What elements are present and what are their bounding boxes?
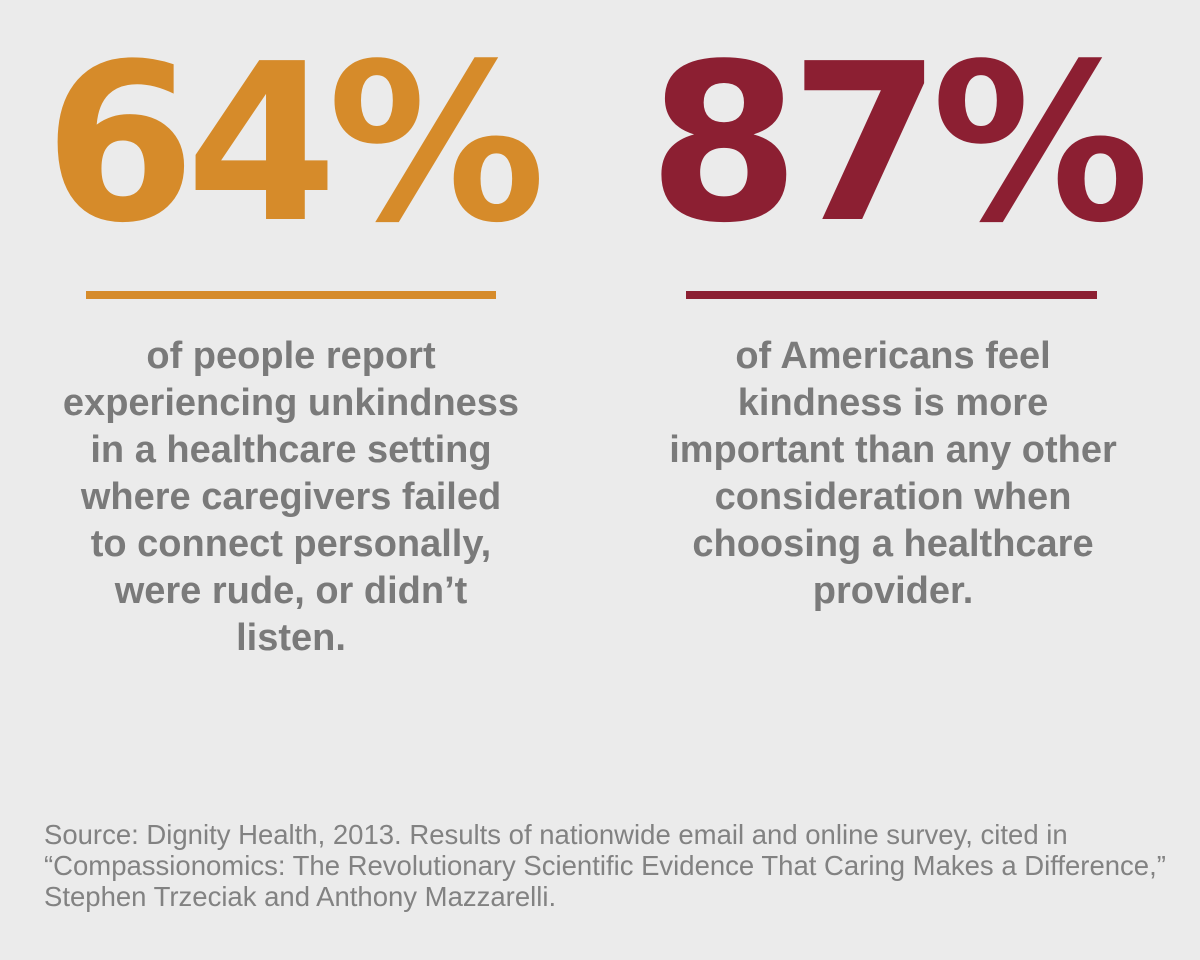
stat-block-kindness-importance: 87% of Americans feel kindness is more i…	[600, 0, 1200, 760]
source-citation: Source: Dignity Health, 2013. Results of…	[44, 819, 1166, 912]
stat-value: 64%	[44, 18, 546, 271]
stat-divider	[86, 291, 496, 299]
stat-block-unkindness: 64% of people report experiencing unkind…	[0, 0, 600, 760]
stat-description: of people report experiencing unkindness…	[62, 335, 520, 659]
stat-description: of Americans feel kindness is more impor…	[669, 335, 1117, 612]
stat-value: 87%	[648, 18, 1150, 271]
stat-divider	[686, 291, 1097, 299]
